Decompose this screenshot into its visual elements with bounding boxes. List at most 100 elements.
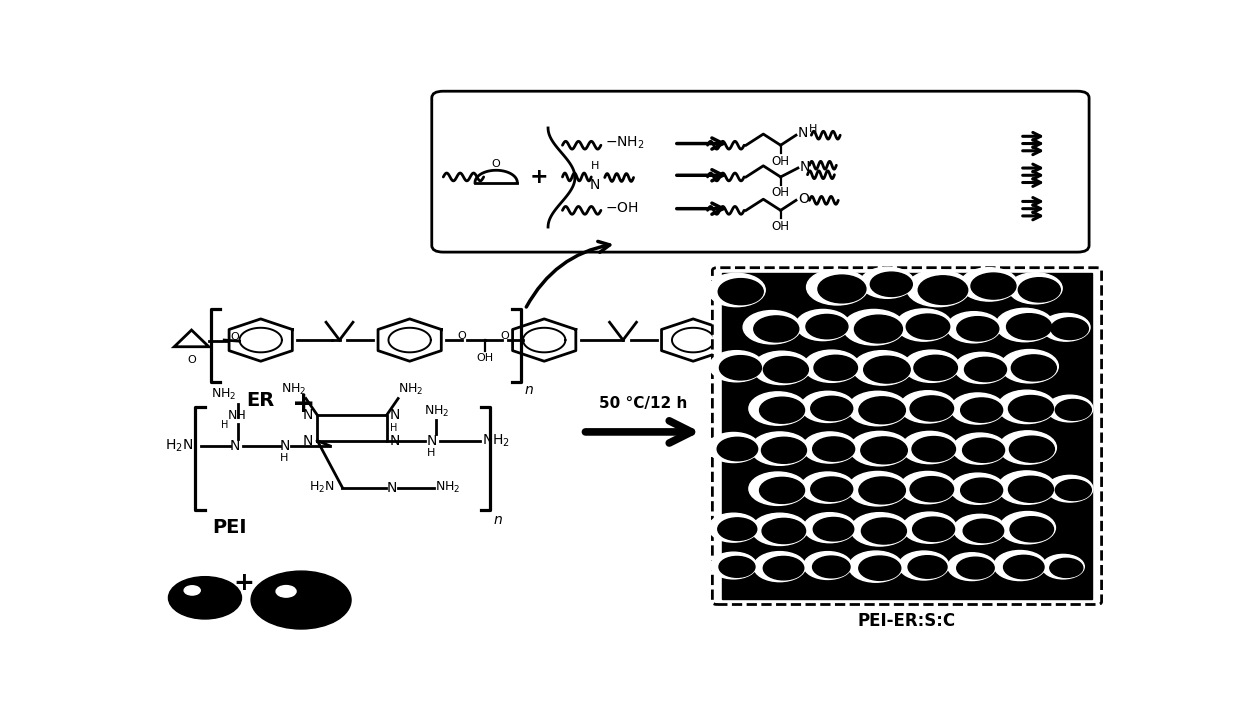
Circle shape [843, 309, 904, 345]
Circle shape [718, 278, 763, 304]
Circle shape [1047, 395, 1092, 422]
Text: n: n [494, 513, 502, 526]
Circle shape [1047, 475, 1092, 502]
Circle shape [717, 437, 758, 461]
Circle shape [908, 556, 947, 578]
Text: O: O [744, 330, 753, 341]
Circle shape [849, 432, 909, 466]
Circle shape [185, 586, 200, 595]
Text: H: H [221, 419, 228, 429]
Text: $\mathrm{H_2N}$: $\mathrm{H_2N}$ [309, 480, 335, 495]
Circle shape [903, 512, 956, 543]
Text: N: N [387, 481, 397, 495]
Text: O: O [500, 330, 508, 341]
Circle shape [709, 351, 764, 382]
Text: $\mathrm{NH_2}$: $\mathrm{NH_2}$ [280, 382, 306, 397]
Text: H: H [391, 423, 398, 433]
Text: +: + [233, 571, 254, 595]
Circle shape [711, 552, 756, 579]
Text: OH: OH [476, 353, 494, 363]
Circle shape [910, 396, 954, 421]
Text: $-\mathrm{NH}_2$: $-\mathrm{NH}_2$ [605, 134, 644, 151]
Circle shape [859, 556, 900, 581]
Text: O: O [797, 192, 808, 205]
Circle shape [900, 471, 956, 504]
Circle shape [853, 351, 913, 385]
Circle shape [1042, 313, 1090, 341]
Text: +: + [293, 390, 316, 418]
Circle shape [801, 391, 854, 422]
Circle shape [952, 433, 1007, 464]
Circle shape [1009, 436, 1054, 462]
Text: O: O [492, 158, 501, 168]
Circle shape [1007, 314, 1052, 340]
Circle shape [913, 517, 955, 542]
Circle shape [957, 557, 994, 579]
Circle shape [848, 471, 908, 506]
Text: $\mathrm{NH_2}$: $\mathrm{NH_2}$ [481, 432, 510, 449]
Circle shape [806, 315, 848, 339]
Circle shape [1003, 555, 1044, 578]
Text: N: N [229, 439, 241, 453]
Circle shape [851, 513, 909, 546]
Text: $\mathrm{NH_2}$: $\mathrm{NH_2}$ [398, 382, 423, 397]
Circle shape [859, 477, 905, 504]
Circle shape [906, 314, 950, 339]
Circle shape [899, 551, 949, 580]
Text: O: O [187, 354, 196, 364]
Circle shape [998, 431, 1056, 464]
Text: N: N [427, 434, 438, 448]
Circle shape [804, 513, 856, 543]
Circle shape [1008, 273, 1063, 304]
Text: OH: OH [771, 155, 790, 168]
Circle shape [1042, 555, 1084, 579]
Circle shape [900, 390, 956, 423]
Circle shape [708, 432, 759, 463]
Circle shape [761, 437, 806, 463]
Circle shape [998, 471, 1055, 505]
Circle shape [951, 393, 1004, 424]
Circle shape [870, 272, 913, 296]
Circle shape [718, 518, 756, 540]
Circle shape [801, 472, 854, 503]
Text: O: O [458, 330, 466, 341]
Circle shape [812, 556, 851, 578]
Circle shape [812, 437, 854, 461]
Text: PEI: PEI [213, 518, 247, 537]
Circle shape [760, 397, 805, 423]
Text: N: N [303, 408, 312, 422]
Circle shape [250, 571, 351, 629]
Text: PEI-ER:S:C: PEI-ER:S:C [858, 612, 956, 630]
Circle shape [760, 477, 805, 503]
Circle shape [804, 350, 859, 382]
Circle shape [861, 267, 914, 299]
Circle shape [719, 557, 755, 577]
Circle shape [901, 432, 957, 463]
Circle shape [960, 268, 1018, 301]
Circle shape [1055, 479, 1091, 500]
Text: N: N [280, 439, 290, 453]
Circle shape [961, 398, 1003, 422]
Bar [722, 273, 1092, 599]
Circle shape [811, 396, 853, 421]
Text: +: + [529, 167, 549, 187]
Circle shape [951, 473, 1004, 505]
Circle shape [804, 552, 852, 579]
Circle shape [1050, 558, 1083, 578]
Circle shape [957, 317, 998, 341]
Circle shape [904, 350, 960, 382]
Circle shape [749, 392, 806, 425]
Circle shape [743, 311, 801, 344]
Circle shape [764, 557, 804, 580]
Circle shape [1008, 395, 1054, 422]
Text: $\mathrm{NH_2}$: $\mathrm{NH_2}$ [435, 480, 460, 495]
Circle shape [854, 315, 903, 343]
Circle shape [1008, 476, 1054, 502]
Circle shape [1050, 318, 1089, 340]
Circle shape [749, 472, 806, 505]
Circle shape [750, 432, 808, 466]
Text: N: N [590, 178, 600, 192]
Circle shape [914, 355, 957, 380]
Text: N: N [389, 434, 399, 448]
Circle shape [802, 432, 857, 463]
